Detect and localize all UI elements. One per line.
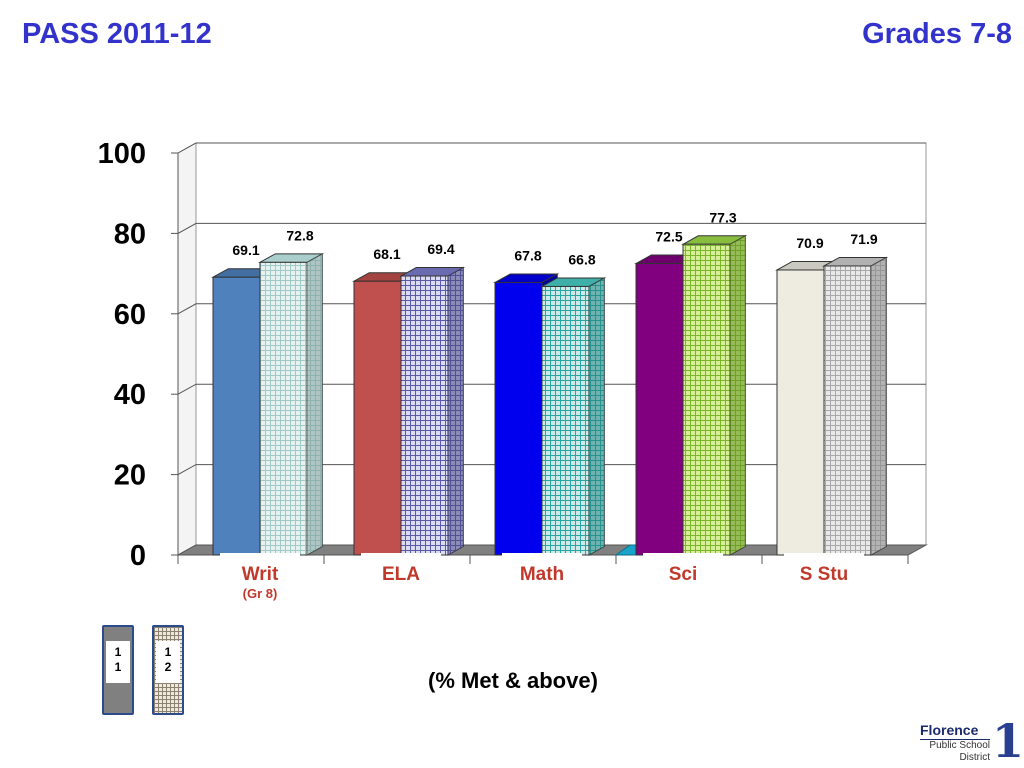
bar-side-shade: [730, 235, 746, 555]
data-label-12-3: 77.3: [709, 209, 736, 225]
data-label-12-2: 66.8: [568, 251, 595, 267]
y-tick-label: 20: [114, 460, 146, 492]
y-tick-label: 0: [130, 540, 146, 572]
category-sublabel-0: (Gr 8): [243, 586, 278, 601]
data-label-12-0: 72.8: [286, 227, 313, 243]
district-logo: Florence Public School District 1: [920, 716, 1024, 766]
y-tick-label: 40: [114, 379, 146, 411]
category-label-bg: [502, 553, 582, 581]
data-label-11-2: 67.8: [514, 247, 541, 263]
category-label-bg: [220, 553, 300, 581]
logo-line-1: Public School: [929, 740, 990, 751]
bar-side-shade: [307, 253, 323, 555]
bar-side-shade: [589, 277, 605, 555]
bar-11-2-front: [494, 281, 543, 556]
bar-11-1-front: [353, 280, 402, 556]
bar-side-shade: [871, 257, 887, 555]
bar-12-2-front: [541, 285, 590, 556]
y-tick-label: 80: [114, 218, 146, 250]
category-label-bg: [643, 553, 723, 581]
data-label-11-1: 68.1: [373, 246, 400, 262]
logo-line-2: District: [959, 752, 990, 763]
y-tick-label: 60: [114, 299, 146, 331]
category-label-3: Sci: [669, 564, 698, 585]
bar-11-4-front: [776, 269, 825, 556]
page-title: PASS 2011-12: [22, 18, 212, 50]
category-label-2: Math: [520, 564, 564, 585]
bar-11-0-front: [212, 276, 261, 556]
chart-caption: (% Met & above): [428, 668, 598, 693]
category-label-0: Writ: [242, 564, 279, 585]
data-label-12-4: 71.9: [850, 231, 877, 247]
data-label-11-4: 70.9: [796, 235, 823, 251]
logo-name: Florence: [920, 722, 979, 738]
bar-12-4-front: [823, 265, 872, 556]
data-label-11-3: 72.5: [655, 229, 682, 245]
bar-12-3-front: [682, 243, 731, 556]
category-label-1: ELA: [382, 564, 420, 585]
category-label-bg: [361, 553, 441, 581]
bar-12-0-front: [259, 261, 308, 556]
category-label-bg: [784, 553, 864, 581]
bar-side-shade: [448, 267, 464, 555]
logo-rule: [920, 739, 990, 740]
bar-11-3-front: [635, 263, 684, 556]
grade-range-title: Grades 7-8: [862, 18, 1012, 50]
bar-12-1-front: [400, 275, 449, 556]
data-label-11-0: 69.1: [232, 242, 259, 258]
gridline: [177, 222, 926, 234]
logo-number: 1: [992, 714, 1024, 768]
chart-side-wall: [177, 142, 197, 556]
gridline: [177, 142, 926, 154]
data-label-12-1: 69.4: [427, 241, 454, 257]
y-tick-label: 100: [98, 138, 146, 170]
category-label-4: S Stu: [800, 564, 849, 585]
